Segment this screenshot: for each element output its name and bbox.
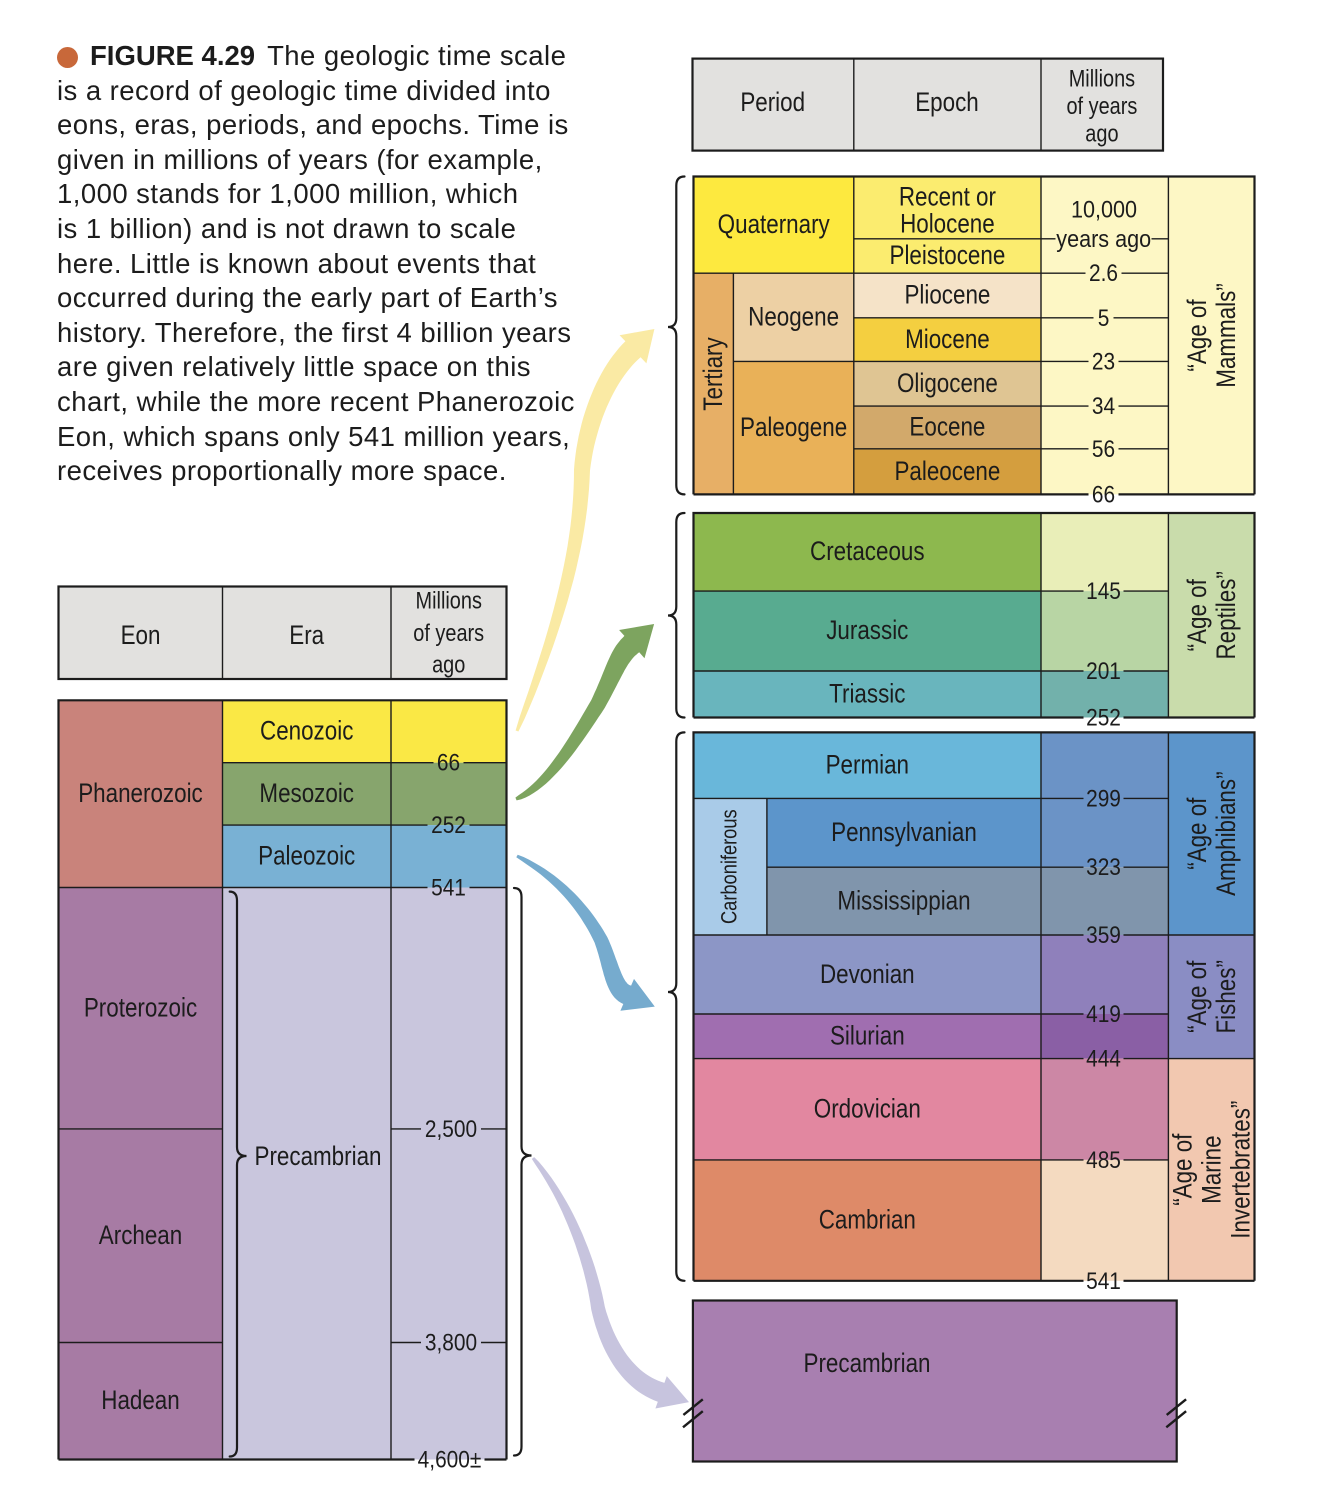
svg-text:“Age ofMammals”: “Age ofMammals”: [1183, 283, 1241, 388]
svg-text:Triassic: Triassic: [829, 680, 905, 709]
svg-text:“Age ofReptiles”: “Age ofReptiles”: [1183, 571, 1241, 659]
svg-text:Oligocene: Oligocene: [897, 369, 998, 398]
svg-text:“Age ofFishes”: “Age ofFishes”: [1183, 960, 1241, 1033]
svg-text:Precambrian: Precambrian: [255, 1142, 382, 1171]
svg-text:419: 419: [1086, 1001, 1121, 1028]
svg-text:Paleogene: Paleogene: [740, 413, 847, 442]
svg-text:Period: Period: [740, 88, 805, 117]
svg-text:Quaternary: Quaternary: [718, 210, 831, 239]
svg-text:485: 485: [1086, 1147, 1121, 1174]
svg-text:Precambrian: Precambrian: [804, 1349, 931, 1378]
svg-text:2.6: 2.6: [1089, 260, 1118, 287]
svg-text:“Age ofAmphibians”: “Age ofAmphibians”: [1183, 771, 1241, 895]
svg-text:Paleozoic: Paleozoic: [258, 842, 355, 871]
svg-text:years ago: years ago: [1056, 225, 1151, 252]
svg-text:Pleistocene: Pleistocene: [890, 241, 1006, 270]
svg-text:of years: of years: [413, 619, 484, 646]
svg-text:Devonian: Devonian: [820, 960, 915, 989]
svg-text:541: 541: [1086, 1267, 1121, 1294]
svg-text:Epoch: Epoch: [915, 88, 979, 117]
svg-text:34: 34: [1092, 393, 1115, 420]
svg-text:Paleocene: Paleocene: [894, 457, 1000, 486]
svg-text:252: 252: [1086, 704, 1121, 731]
svg-text:Millions: Millions: [1069, 65, 1135, 92]
svg-text:444: 444: [1086, 1045, 1121, 1072]
svg-text:252: 252: [431, 812, 466, 839]
svg-text:Mesozoic: Mesozoic: [259, 779, 354, 808]
svg-text:Pliocene: Pliocene: [904, 281, 990, 310]
svg-text:2,500: 2,500: [425, 1116, 477, 1143]
svg-text:“Age ofMarineInvertebrates”: “Age ofMarineInvertebrates”: [1168, 1101, 1255, 1239]
svg-text:56: 56: [1092, 435, 1115, 462]
svg-text:323: 323: [1086, 854, 1121, 881]
svg-text:Carboniferous: Carboniferous: [718, 809, 742, 924]
svg-text:Jurassic: Jurassic: [826, 616, 908, 645]
svg-text:541: 541: [431, 874, 466, 901]
svg-text:Permian: Permian: [826, 751, 909, 780]
svg-text:Tertiary: Tertiary: [699, 337, 728, 411]
svg-text:5: 5: [1098, 304, 1110, 331]
svg-text:66: 66: [1092, 481, 1115, 508]
svg-text:145: 145: [1086, 578, 1121, 605]
svg-text:Era: Era: [289, 621, 324, 650]
svg-text:66: 66: [437, 749, 460, 776]
svg-text:Millions: Millions: [415, 587, 481, 614]
svg-text:Phanerozoic: Phanerozoic: [78, 779, 203, 808]
svg-text:Pennsylvanian: Pennsylvanian: [831, 818, 977, 847]
svg-text:10,000: 10,000: [1071, 195, 1137, 222]
svg-text:of years: of years: [1066, 92, 1137, 119]
svg-text:Neogene: Neogene: [748, 303, 839, 332]
svg-text:201: 201: [1086, 658, 1121, 685]
svg-text:Miocene: Miocene: [905, 325, 990, 354]
svg-text:Cretaceous: Cretaceous: [810, 537, 925, 566]
svg-text:Hadean: Hadean: [101, 1386, 179, 1415]
svg-text:23: 23: [1092, 348, 1115, 375]
svg-text:Holocene: Holocene: [900, 210, 995, 239]
svg-text:Eocene: Eocene: [909, 413, 985, 442]
svg-text:ago: ago: [432, 651, 465, 678]
svg-text:Cambrian: Cambrian: [819, 1206, 916, 1235]
svg-text:Eon: Eon: [121, 621, 161, 650]
svg-text:359: 359: [1086, 922, 1121, 949]
svg-text:Archean: Archean: [99, 1221, 182, 1250]
svg-text:Mississippian: Mississippian: [837, 886, 970, 915]
svg-text:Cenozoic: Cenozoic: [260, 717, 353, 746]
svg-text:Ordovician: Ordovician: [814, 1095, 921, 1124]
svg-text:ago: ago: [1085, 120, 1118, 147]
svg-text:Silurian: Silurian: [830, 1022, 905, 1051]
svg-text:4,600±: 4,600±: [418, 1446, 482, 1473]
svg-text:Recent or: Recent or: [899, 183, 996, 212]
svg-text:Proterozoic: Proterozoic: [84, 994, 197, 1023]
svg-text:3,800: 3,800: [425, 1329, 477, 1356]
svg-text:299: 299: [1086, 785, 1121, 812]
